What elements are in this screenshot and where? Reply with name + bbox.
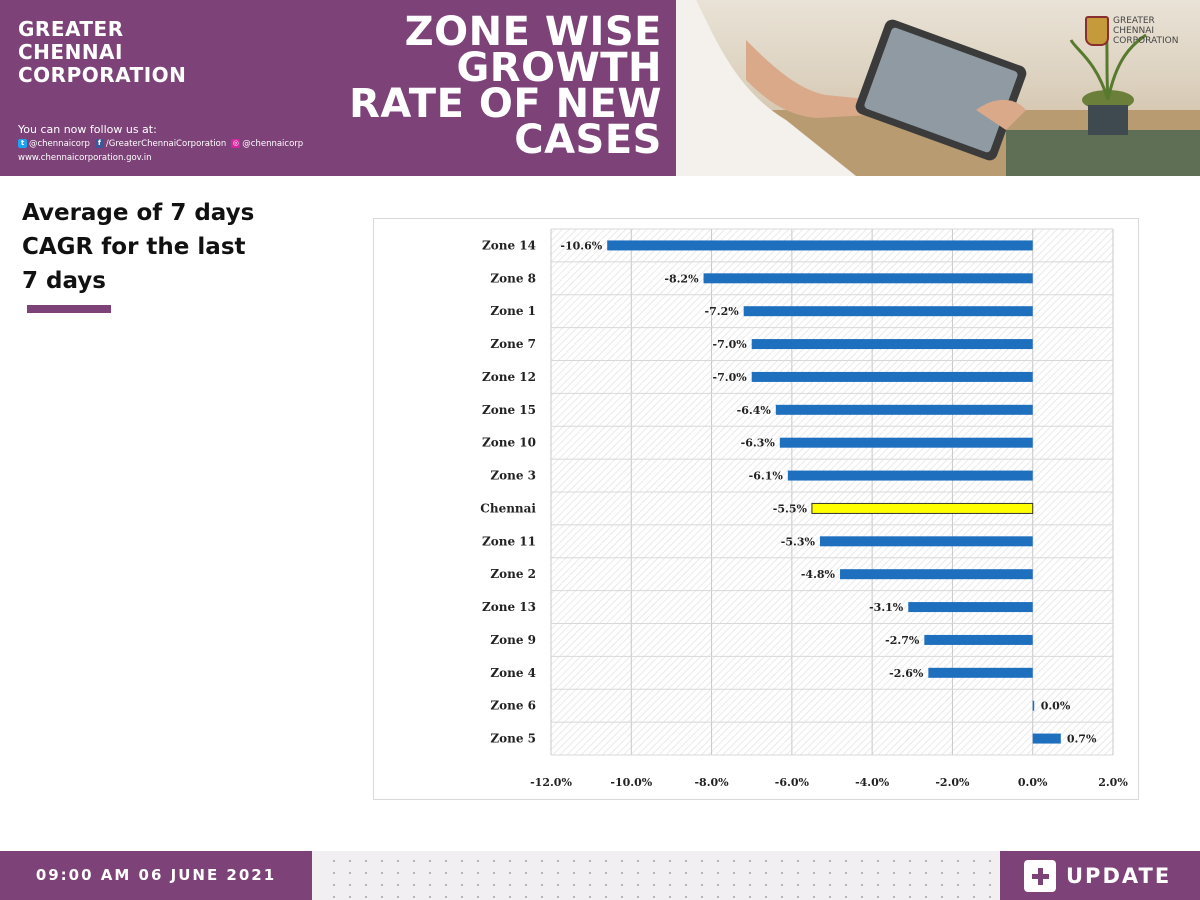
data-label: -5.3%	[781, 535, 816, 548]
data-label: -4.8%	[801, 568, 836, 581]
facebook-icon: f	[94, 139, 104, 148]
corporation-logo: GREATER CHENNAI CORPORATION	[1085, 16, 1178, 46]
x-tick-label: -8.0%	[694, 776, 729, 789]
logo-text-line: GREATER	[1113, 16, 1155, 26]
page-title-line: ZONE WISE	[404, 9, 662, 55]
bar	[1032, 700, 1035, 711]
y-tick-label: Zone 12	[482, 370, 536, 384]
emblem-icon	[1085, 16, 1109, 46]
dot-pattern	[320, 851, 992, 900]
y-tick-label: Zone 2	[490, 567, 536, 581]
y-tick-label: Zone 15	[482, 403, 536, 417]
bar	[1032, 733, 1061, 744]
y-tick-label: Zone 8	[490, 271, 536, 285]
bar	[703, 273, 1033, 284]
bar	[840, 569, 1033, 580]
org-name-line: CORPORATION	[18, 63, 187, 87]
y-tick-label: Zone 9	[490, 633, 536, 647]
bar	[751, 339, 1033, 350]
bar	[775, 404, 1033, 415]
y-tick-label: Zone 11	[482, 534, 536, 548]
instagram-icon: ◎	[231, 139, 241, 148]
chart-container: Zone 14 Zone 8 Zone 1 Zone 7 Zone 12 Zone 15 Z…	[373, 218, 1139, 800]
y-tick-label: Zone 10	[482, 436, 536, 450]
data-label: -7.0%	[713, 338, 748, 351]
facebook-handle[interactable]: /GreaterChennaiCorporation	[105, 139, 227, 149]
data-label: 0.0%	[1041, 700, 1071, 713]
subtitle-line: CAGR for the last	[22, 234, 246, 260]
update-badge: UPDATE	[1000, 851, 1200, 900]
data-label: -3.1%	[869, 601, 904, 614]
data-label: 0.7%	[1067, 733, 1097, 746]
header-banner: GREATER CHENNAI CORPORATION You can now …	[0, 0, 1200, 176]
y-tick-label: Zone 4	[490, 666, 536, 680]
data-label: -6.1%	[749, 470, 784, 483]
bar	[751, 371, 1033, 382]
twitter-handle[interactable]: @chennaicorp	[29, 139, 90, 149]
footer-datetime: 09:00 AM 06 JUNE 2021	[0, 851, 312, 900]
bar	[908, 602, 1033, 613]
org-name: GREATER CHENNAI CORPORATION	[18, 18, 186, 87]
y-tick-label: Zone 14	[482, 238, 536, 252]
page-title: ZONE WISE GROWTH RATE OF NEW CASES	[332, 9, 662, 163]
bar	[787, 470, 1033, 481]
bar	[924, 634, 1033, 645]
update-label: UPDATE	[1066, 863, 1172, 888]
y-tick-label: Zone 3	[490, 469, 536, 483]
x-tick-label: -12.0%	[530, 776, 572, 789]
page-title-line: GROWTH	[456, 45, 662, 91]
y-tick-label: Zone 6	[490, 699, 536, 713]
header-photo-illustration	[676, 0, 1200, 176]
plus-icon	[1024, 859, 1056, 892]
twitter-icon: t	[18, 139, 27, 148]
data-label: -10.6%	[560, 239, 602, 252]
follow-text: You can now follow us at:	[18, 123, 157, 136]
subtitle-line: 7 days	[22, 268, 106, 294]
x-tick-label: -2.0%	[935, 776, 970, 789]
y-tick-label: Zone 7	[490, 337, 536, 351]
data-label: -7.0%	[713, 371, 748, 384]
bar	[743, 306, 1033, 317]
instagram-handle[interactable]: @chennaicorp	[242, 139, 304, 149]
y-tick-label: Chennai	[480, 501, 536, 515]
page-title-line: CASES	[514, 117, 662, 163]
website-link[interactable]: www.chennaicorporation.gov.in	[18, 153, 152, 163]
x-tick-label: -6.0%	[775, 776, 810, 789]
data-label: -2.7%	[885, 634, 920, 647]
footer-bar: 09:00 AM 06 JUNE 2021 UPDATE	[0, 851, 1200, 900]
logo-text-line: CORPORATION	[1113, 36, 1179, 46]
data-label: -6.4%	[737, 404, 772, 417]
bar-chart: Zone 14 Zone 8 Zone 1 Zone 7 Zone 12 Zone 15 Z…	[480, 228, 1128, 789]
bar	[928, 667, 1033, 678]
y-tick-label: Zone 5	[490, 732, 536, 746]
x-tick-label: 0.0%	[1018, 776, 1048, 789]
bar	[819, 536, 1033, 547]
data-label: -5.5%	[773, 502, 808, 515]
x-tick-label: -10.0%	[610, 776, 652, 789]
bar	[811, 502, 1034, 514]
chart-subtitle: Average of 7 days CAGR for the last 7 da…	[22, 196, 272, 298]
subtitle-line: Average of 7 days	[22, 200, 255, 226]
accent-bar	[27, 305, 111, 313]
logo-text-line: CHENNAI	[1113, 26, 1155, 36]
data-label: -6.3%	[741, 437, 776, 450]
x-tick-label: -4.0%	[855, 776, 890, 789]
org-name-line: GREATER	[18, 17, 124, 41]
x-tick-label: 2.0%	[1098, 776, 1128, 789]
y-tick-label: Zone 1	[490, 304, 536, 318]
data-label: -7.2%	[705, 305, 740, 318]
bar	[779, 437, 1033, 448]
header-photo	[676, 0, 1200, 176]
y-tick-label: Zone 13	[482, 600, 536, 614]
page-title-line: RATE OF NEW	[349, 81, 662, 127]
social-links: t @chennaicorp f/GreaterChennaiCorporatio…	[18, 139, 303, 149]
bar	[607, 240, 1033, 251]
data-label: -2.6%	[889, 667, 924, 680]
org-name-line: CHENNAI	[18, 40, 123, 64]
data-label: -8.2%	[664, 272, 699, 285]
